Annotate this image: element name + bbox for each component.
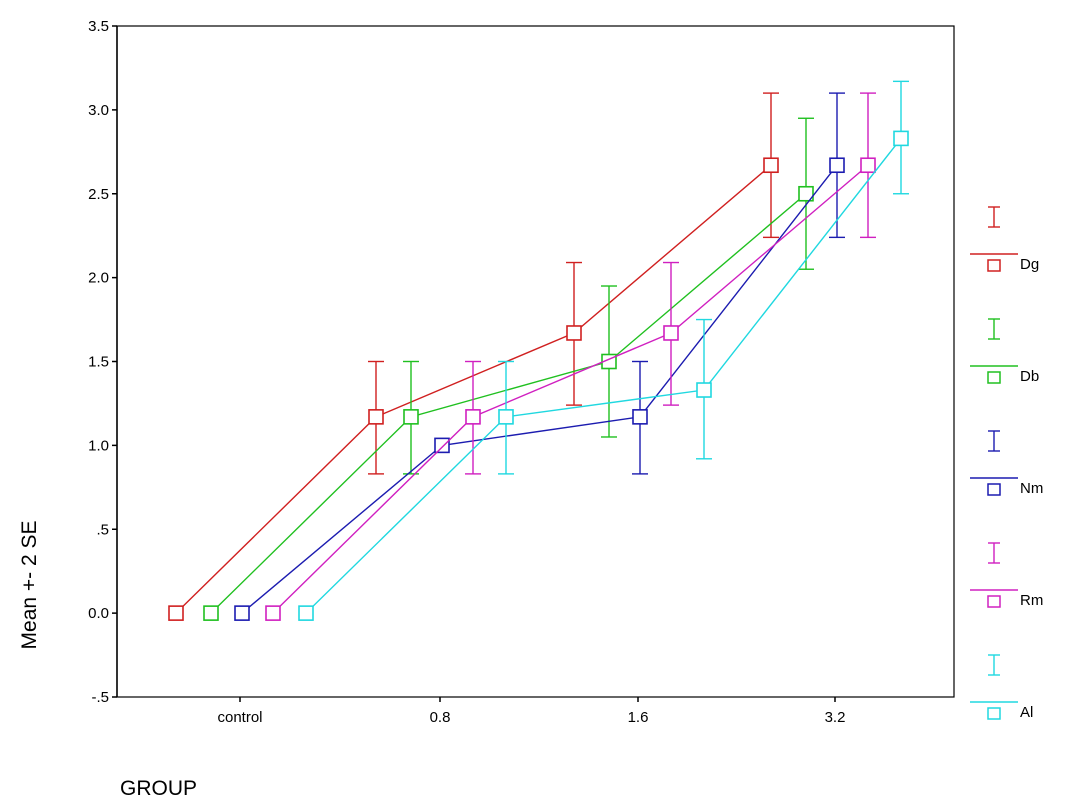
legend: Dg Db Nm Rm Al [970, 206, 1043, 721]
legend-label: Al [1020, 704, 1033, 721]
data-point [403, 409, 419, 425]
x-axis-ticks: control 0.8 1.6 3.2 [217, 697, 845, 726]
series-layer [168, 80, 909, 621]
x-tick-label: 3.2 [825, 709, 846, 726]
series-line [175, 164, 772, 614]
series-line [241, 164, 838, 614]
series-rm [265, 92, 876, 621]
series-nm [234, 92, 845, 621]
legend-marker-icon [987, 371, 1001, 384]
data-point [893, 130, 909, 147]
data-point [498, 409, 514, 425]
data-point [798, 185, 814, 202]
series-line [305, 137, 902, 614]
legend-item-rm: Rm [970, 542, 1043, 609]
data-point [368, 409, 384, 425]
legend-label: Nm [1020, 480, 1043, 497]
data-point [829, 157, 845, 174]
y-axis-ticks: -.5 0.0 .5 1.0 1.5 2.0 2.5 3.0 3.5 [88, 18, 117, 706]
series-line [210, 193, 807, 614]
x-axis-title: GROUP [120, 777, 197, 800]
series-dg [168, 92, 779, 621]
legend-label: Dg [1020, 256, 1039, 273]
series-db [203, 117, 814, 621]
y-tick-label: 1.0 [88, 437, 109, 454]
data-point [763, 157, 779, 174]
data-point [566, 325, 582, 341]
data-point [696, 382, 712, 398]
y-tick-label: -.5 [91, 689, 109, 706]
data-point [632, 409, 648, 425]
legend-item-db: Db [970, 318, 1039, 385]
data-point [168, 605, 184, 621]
legend-marker-icon [987, 483, 1001, 496]
legend-label: Rm [1020, 592, 1043, 609]
series-line [272, 164, 869, 614]
data-point [298, 605, 314, 621]
legend-marker-icon [987, 259, 1001, 272]
data-point [434, 437, 450, 454]
x-tick-label: 1.6 [628, 709, 649, 726]
data-point [265, 605, 281, 621]
data-point [203, 605, 219, 621]
legend-item-nm: Nm [970, 430, 1043, 497]
legend-label: Db [1020, 368, 1039, 385]
x-tick-label: 0.8 [430, 709, 451, 726]
plot-frame [116, 25, 955, 698]
y-tick-label: 3.5 [88, 18, 109, 35]
y-tick-label: 1.5 [88, 354, 109, 371]
data-point [860, 157, 876, 174]
y-tick-label: 2.5 [88, 186, 109, 203]
x-tick-label: control [217, 709, 262, 726]
y-tick-label: .5 [96, 521, 109, 538]
y-tick-label: 0.0 [88, 605, 109, 622]
data-point [663, 325, 679, 341]
legend-item-dg: Dg [970, 206, 1039, 273]
legend-marker-icon [987, 707, 1001, 720]
data-point [234, 605, 250, 621]
legend-marker-icon [987, 595, 1001, 608]
y-axis-title: Mean +- 2 SE [18, 521, 41, 650]
series-al [298, 80, 909, 621]
y-tick-label: 2.0 [88, 270, 109, 287]
legend-item-al: Al [970, 654, 1033, 721]
y-tick-label: 3.0 [88, 102, 109, 119]
data-point [465, 409, 481, 425]
